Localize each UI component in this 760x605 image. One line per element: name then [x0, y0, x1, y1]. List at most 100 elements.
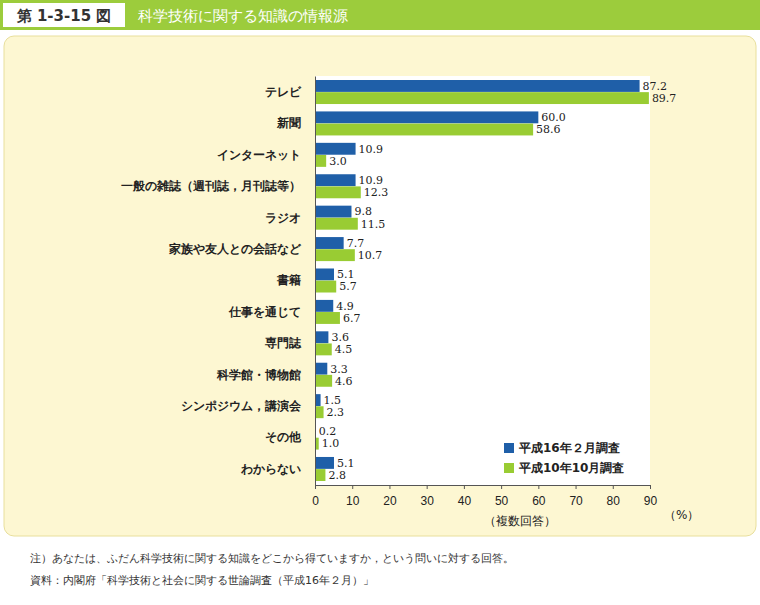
y-tick: わからない — [240, 462, 315, 476]
x-tick-label: 80 — [607, 494, 621, 508]
bar — [315, 331, 328, 343]
data-label: 4.9 — [336, 300, 354, 313]
bar — [315, 155, 326, 167]
bar — [315, 206, 351, 218]
bar — [315, 363, 327, 375]
unit-label: （%） — [664, 508, 699, 522]
header-band — [0, 0, 760, 30]
category-label: ラジオ — [265, 211, 301, 225]
bar — [315, 268, 334, 280]
x-tick-mark — [538, 485, 539, 489]
category-label: 仕事を通じて — [228, 305, 301, 319]
data-label: 3.6 — [331, 331, 349, 344]
note: 注）あなたは、ふだん科学技術に関する知識をどこから得ていますか，という問いに対す… — [30, 552, 514, 565]
category-label: 家族や友人との会話など — [168, 242, 302, 256]
data-label: 10.9 — [359, 174, 384, 187]
chart-title: 科学技術に関する知識の情報源 — [138, 7, 348, 25]
x-tick: 40 — [458, 485, 472, 508]
y-tick: 科学館・博物館 — [216, 368, 315, 382]
x-tick: 70 — [569, 485, 583, 508]
bar — [315, 143, 356, 155]
bar — [315, 457, 334, 469]
data-label: 5.7 — [339, 280, 357, 293]
category-label: 専門誌 — [264, 336, 302, 350]
x-tick-label: 20 — [383, 494, 397, 508]
y-tick: シンポジウム，講演会 — [181, 399, 315, 413]
x-tick-label: 10 — [346, 494, 360, 508]
x-axis: 0 10 20 30 40 50 60 70 80 90 — [312, 485, 657, 508]
bar — [315, 406, 324, 418]
source: 資料：内閣府「科学技術と社会に関する世論調査（平成16年２月）」 — [30, 574, 374, 587]
bar — [315, 312, 340, 324]
data-labels: 87.260.010.910.99.87.75.14.93.63.31.50.2… — [319, 80, 677, 482]
x-tick-label: 0 — [312, 494, 319, 508]
category-label: 一般の雑誌（週刊誌，月刊誌等） — [121, 179, 301, 193]
data-label: 89.7 — [652, 92, 677, 105]
x-tick-mark — [464, 485, 465, 489]
x-tick-mark — [650, 485, 651, 489]
legend-label: 平成10年10月調査 — [518, 461, 624, 475]
bar — [315, 218, 358, 230]
y-tick: 専門誌 — [264, 336, 315, 350]
y-tick: その他 — [265, 430, 315, 444]
x-tick: 20 — [383, 485, 397, 508]
x-tick-label: 50 — [495, 494, 509, 508]
y-tick: 仕事を通じて — [228, 305, 315, 319]
x-tick: 10 — [346, 485, 360, 508]
data-label: 58.6 — [536, 123, 561, 136]
bar — [315, 343, 332, 355]
x-tick: 60 — [532, 485, 546, 508]
data-label: 11.5 — [361, 218, 386, 231]
x-tick-mark — [389, 485, 390, 489]
data-label: 4.6 — [335, 375, 353, 388]
bar — [315, 92, 649, 104]
panel-background — [4, 36, 756, 536]
data-label: 10.7 — [358, 249, 383, 262]
x-tick-label: 70 — [569, 494, 583, 508]
bar — [315, 186, 361, 198]
bar — [315, 237, 344, 249]
bar-series — [315, 92, 649, 481]
data-label: 1.0 — [322, 437, 340, 450]
data-label: 87.2 — [643, 80, 668, 93]
y-axis: テレビ新聞インターネット一般の雑誌（週刊誌，月刊誌等）ラジオ家族や友人との会話な… — [121, 77, 316, 486]
legend: 平成16年２月調査平成10年10月調査 — [498, 435, 648, 479]
y-tick: ラジオ — [265, 211, 315, 225]
bar — [315, 174, 356, 186]
category-label: その他 — [265, 430, 302, 444]
x-tick-label: 90 — [644, 494, 658, 508]
data-label: 3.0 — [329, 155, 347, 168]
data-label: 5.1 — [337, 268, 355, 281]
category-label: インターネット — [217, 148, 301, 162]
data-label: 3.3 — [330, 363, 348, 376]
bar — [315, 469, 325, 481]
data-label: 2.3 — [327, 406, 345, 419]
x-tick-mark — [352, 485, 353, 489]
data-label: 12.3 — [364, 186, 389, 199]
x-tick: 80 — [607, 485, 621, 508]
bars — [315, 80, 649, 481]
x-axis-title: （複数回答） — [484, 514, 556, 528]
data-label: 60.0 — [541, 111, 566, 124]
data-label: 9.8 — [354, 205, 372, 218]
bar — [315, 124, 533, 136]
legend-swatch — [504, 443, 514, 453]
data-label: 1.5 — [324, 394, 342, 407]
x-tick: 90 — [644, 485, 658, 508]
bar — [315, 300, 333, 312]
x-tick: 30 — [420, 485, 434, 508]
x-axis-line — [316, 486, 651, 490]
category-label: 新聞 — [276, 116, 301, 130]
figure-number: 第 1-3-15 図 — [16, 7, 112, 25]
x-tick-mark — [501, 485, 502, 489]
legend-item: 平成16年２月調査 — [504, 441, 620, 455]
data-label: 6.7 — [343, 312, 361, 325]
x-tick-label: 60 — [532, 494, 546, 508]
x-tick-label: 40 — [458, 494, 472, 508]
data-label: 5.1 — [337, 457, 355, 470]
legend-label: 平成16年２月調査 — [518, 441, 620, 455]
x-tick-label: 30 — [420, 494, 434, 508]
y-tick: インターネット — [217, 148, 315, 162]
category-label: わからない — [240, 462, 301, 476]
bar — [315, 80, 640, 92]
